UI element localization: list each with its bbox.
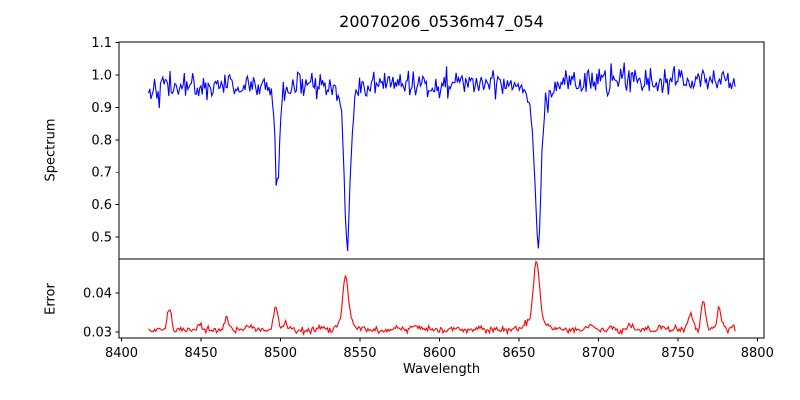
x-tick-label: 8800: [741, 346, 774, 361]
y-tick-label: 1.1: [91, 36, 112, 51]
x-tick-label: 8700: [582, 346, 615, 361]
y-tick-label: 0.04: [83, 287, 112, 302]
y-tick-label: 0.03: [83, 326, 112, 341]
chart-title: 20070206_0536m47_054: [339, 12, 544, 31]
y-tick-label: 0.9: [91, 101, 112, 116]
x-tick-label: 8400: [105, 346, 138, 361]
x-tick-label: 8450: [184, 346, 217, 361]
spectrum-panel-spines: [118, 41, 765, 260]
error-panel-spines: [118, 258, 765, 339]
y-tick-label: 0.8: [91, 133, 112, 148]
y-tick-label: 0.5: [91, 230, 112, 245]
x-tick-label: 8550: [343, 346, 376, 361]
error-line: [148, 260, 736, 337]
x-tick-label: 8750: [661, 346, 694, 361]
x-tick-label: 8650: [502, 346, 535, 361]
x-axis-label: Wavelength: [402, 362, 481, 377]
spectrum-line: [148, 62, 736, 251]
x-tick-label: 8500: [264, 346, 297, 361]
y-tick-label: 0.7: [91, 166, 112, 181]
y-tick-label: 0.6: [91, 198, 112, 213]
y-tick-label: 1.0: [91, 69, 112, 84]
x-tick-label: 8600: [423, 346, 456, 361]
